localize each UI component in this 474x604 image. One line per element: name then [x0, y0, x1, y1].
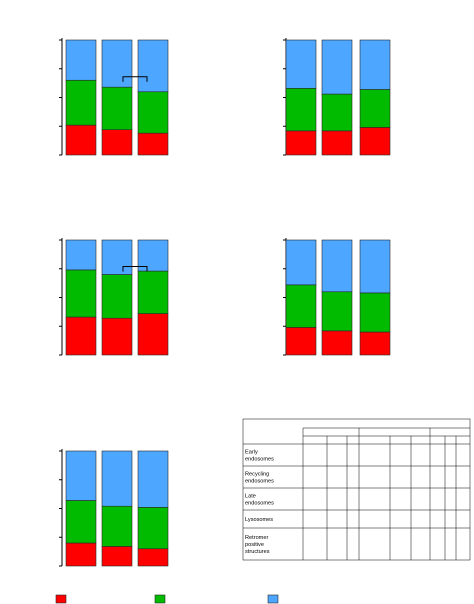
bar-segment-processes-cont	[65, 450, 97, 501]
bar-segment-processes-cont	[65, 39, 97, 81]
bar-segment-middle-co	[359, 292, 391, 333]
bar-segment-perinuclear-diff	[101, 546, 133, 567]
chart-panel-c	[59, 238, 169, 356]
bar-segment-middle-cont	[285, 88, 317, 132]
bar-segment-perinuclear-co	[359, 331, 391, 356]
bar-segment-middle-diff	[101, 86, 133, 131]
legend-swatch	[55, 594, 67, 604]
bar-segment-perinuclear-diff	[101, 317, 133, 356]
bar-segment-processes-diff	[101, 450, 133, 507]
bar-segment-perinuclear-diff	[321, 130, 353, 156]
bar-segment-perinuclear-cont	[285, 327, 317, 356]
bar-segment-processes-cont	[285, 39, 317, 89]
bar-segment-processes-diff	[101, 39, 133, 88]
chart-panel-e	[59, 449, 169, 567]
chart-panel-d	[283, 238, 391, 356]
bar-segment-middle-co	[137, 507, 169, 550]
bar-segment-perinuclear-diff	[321, 330, 353, 356]
comparison-bracket	[122, 265, 148, 272]
table-row-label: Lysosomes	[245, 517, 273, 523]
bar-segment-perinuclear-co	[137, 132, 169, 156]
table-border	[242, 418, 471, 561]
chart-panel-a	[59, 38, 169, 156]
bar-segment-processes-cont	[285, 239, 317, 286]
bar-segment-middle-diff	[321, 291, 353, 332]
bar-segment-middle-cont	[65, 269, 97, 318]
bar-segment-processes-diff	[321, 239, 353, 293]
bar-segment-processes-co	[359, 239, 391, 294]
bar-segment-perinuclear-co	[137, 548, 169, 567]
bar-segment-perinuclear-cont	[285, 130, 317, 156]
bar-segment-processes-cont	[65, 239, 97, 271]
bar-segment-perinuclear-cont	[65, 542, 97, 567]
bar-segment-middle-co	[359, 89, 391, 128]
bar-segment-perinuclear-cont	[65, 316, 97, 356]
table-row-label: Late endosomes	[245, 494, 274, 507]
table-row-label: Early endosomes	[245, 450, 274, 463]
bar-segment-perinuclear-diff	[101, 129, 133, 156]
results-table: Early endosomes Recycling endosomes Late endo…	[242, 418, 471, 561]
bar-segment-middle-cont	[285, 284, 317, 328]
chart-panel-b	[283, 38, 391, 156]
bar-segment-middle-diff	[101, 274, 133, 319]
bar-segment-middle-co	[137, 270, 169, 314]
bar-segment-middle-diff	[101, 505, 133, 547]
legend-swatch	[267, 594, 279, 604]
bar-segment-processes-co	[137, 450, 169, 508]
bar-segment-perinuclear-co	[359, 127, 391, 156]
bar-segment-perinuclear-co	[137, 313, 169, 356]
table-row-label: Retromer positive structures	[245, 535, 270, 555]
bar-segment-middle-co	[137, 91, 169, 134]
bar-segment-processes-co	[359, 39, 391, 90]
bar-segment-perinuclear-cont	[65, 124, 97, 156]
legend-swatch	[154, 594, 166, 604]
bar-segment-processes-diff	[101, 239, 133, 275]
bar-segment-processes-diff	[321, 39, 353, 95]
comparison-bracket	[122, 76, 148, 82]
bar-segment-middle-cont	[65, 500, 97, 544]
bar-segment-middle-diff	[321, 93, 353, 132]
legend	[55, 594, 279, 604]
bar-segment-middle-cont	[65, 79, 97, 126]
table-row-label: Recycling endosomes	[245, 472, 274, 485]
bar-segment-processes-co	[137, 39, 169, 93]
bar-segment-processes-co	[137, 239, 169, 272]
